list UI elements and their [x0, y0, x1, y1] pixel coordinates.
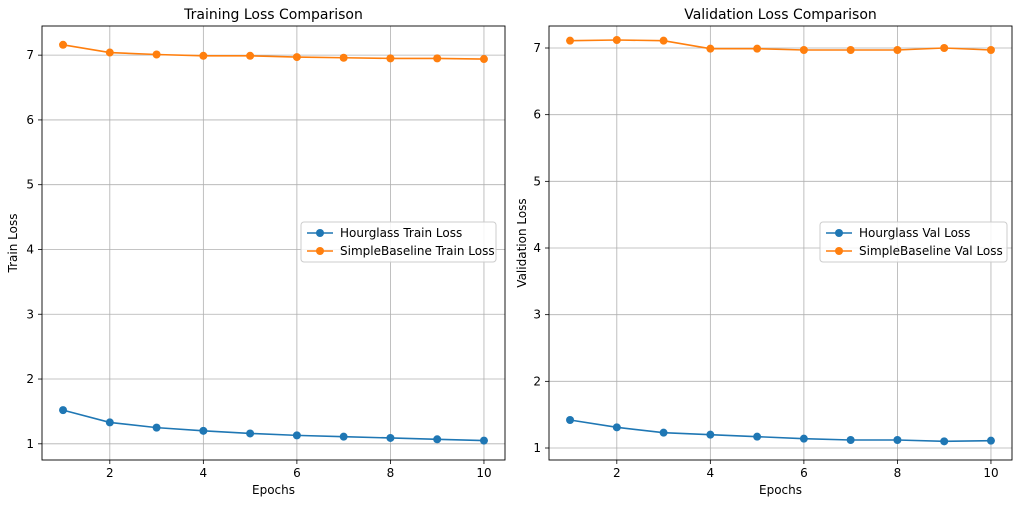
data-point	[59, 40, 68, 49]
data-point	[479, 436, 488, 445]
data-point	[940, 44, 949, 52]
x-tick-label: 8	[894, 466, 902, 480]
y-tick-label: 3	[26, 307, 34, 321]
legend-box	[819, 221, 1008, 263]
data-point	[612, 423, 621, 432]
y-tick-label: 7	[533, 41, 541, 55]
data-point	[339, 53, 348, 62]
chart-title: Training Loss Comparison	[183, 7, 363, 23]
plot-frame	[41, 25, 506, 461]
y-tick-label: 6	[533, 108, 541, 122]
series-line-1	[570, 39, 991, 51]
data-point	[479, 55, 488, 64]
data-point	[433, 54, 442, 63]
y-tick-label: 4	[26, 242, 34, 256]
data-point	[199, 51, 208, 60]
data-point	[846, 46, 855, 54]
data-point	[986, 436, 995, 445]
legend-label: SimpleBaseline Val Loss	[859, 244, 1003, 258]
y-axis-label: Validation Loss	[515, 198, 529, 287]
x-axis-label: Epochs	[252, 483, 295, 497]
data-point	[893, 46, 902, 54]
data-point	[659, 36, 668, 45]
y-tick-label: 2	[533, 374, 541, 388]
data-point	[105, 418, 114, 427]
data-point	[246, 429, 255, 438]
y-tick-label: 6	[26, 113, 34, 127]
y-axis-label: Train Loss	[6, 214, 20, 274]
y-tick-label: 2	[26, 372, 34, 386]
data-point	[753, 44, 762, 53]
chart-title: Validation Loss Comparison	[684, 7, 877, 23]
x-tick-label: 4	[707, 466, 715, 480]
data-point	[59, 406, 68, 415]
data-point	[292, 53, 301, 62]
legend: Hourglass Train Loss SimpleBaseline Train…	[300, 221, 497, 263]
x-tick-label: 10	[983, 466, 998, 480]
data-point	[799, 46, 808, 54]
x-tick-label: 2	[613, 466, 621, 480]
data-point	[152, 50, 161, 59]
data-point	[753, 432, 762, 441]
data-point	[386, 54, 395, 63]
legend-label: Hourglass Train Loss	[340, 226, 462, 240]
y-tick-label: 5	[26, 178, 34, 192]
y-tick-label: 4	[533, 241, 541, 255]
data-point	[893, 436, 902, 444]
legend-marker	[835, 247, 843, 255]
data-point	[339, 432, 348, 441]
data-point	[105, 48, 114, 57]
x-tick-label: 6	[293, 466, 301, 480]
data-point	[706, 430, 715, 439]
data-point	[986, 46, 995, 54]
data-point	[246, 51, 255, 60]
legend-label: Hourglass Val Loss	[859, 226, 970, 240]
x-tick-label: 6	[800, 466, 808, 480]
legend-label: SimpleBaseline Train Loss	[340, 244, 495, 258]
legend-box	[300, 221, 497, 263]
x-axis-label: Epochs	[759, 483, 802, 497]
y-tick-label: 3	[533, 308, 541, 322]
data-point	[706, 44, 715, 53]
x-tick-label: 2	[106, 466, 114, 480]
series-line-1	[62, 43, 484, 60]
data-point	[433, 435, 442, 444]
data-point	[799, 434, 808, 443]
y-tick-label: 1	[533, 441, 541, 455]
data-point	[292, 431, 301, 440]
legend: Hourglass Val Loss SimpleBaseline Val Los…	[819, 221, 1008, 263]
y-tick-label: 1	[26, 437, 34, 451]
data-point	[152, 423, 161, 432]
data-point	[566, 416, 575, 424]
legend-marker	[316, 247, 324, 255]
data-point	[659, 428, 668, 437]
plot-frame	[548, 25, 1013, 461]
x-tick-label: 4	[200, 466, 208, 480]
legend-marker	[316, 229, 324, 237]
y-tick-label: 5	[533, 174, 541, 188]
data-point	[612, 36, 621, 44]
data-point	[386, 433, 395, 442]
data-point	[566, 36, 575, 45]
series-line-0	[569, 419, 991, 443]
y-tick-label: 7	[26, 48, 34, 62]
legend-marker	[835, 229, 843, 237]
x-tick-label: 8	[387, 466, 395, 480]
x-tick-label: 10	[476, 466, 491, 480]
data-point	[940, 437, 949, 446]
data-point	[199, 426, 208, 435]
data-point	[846, 436, 855, 444]
series-line-0	[62, 409, 484, 442]
